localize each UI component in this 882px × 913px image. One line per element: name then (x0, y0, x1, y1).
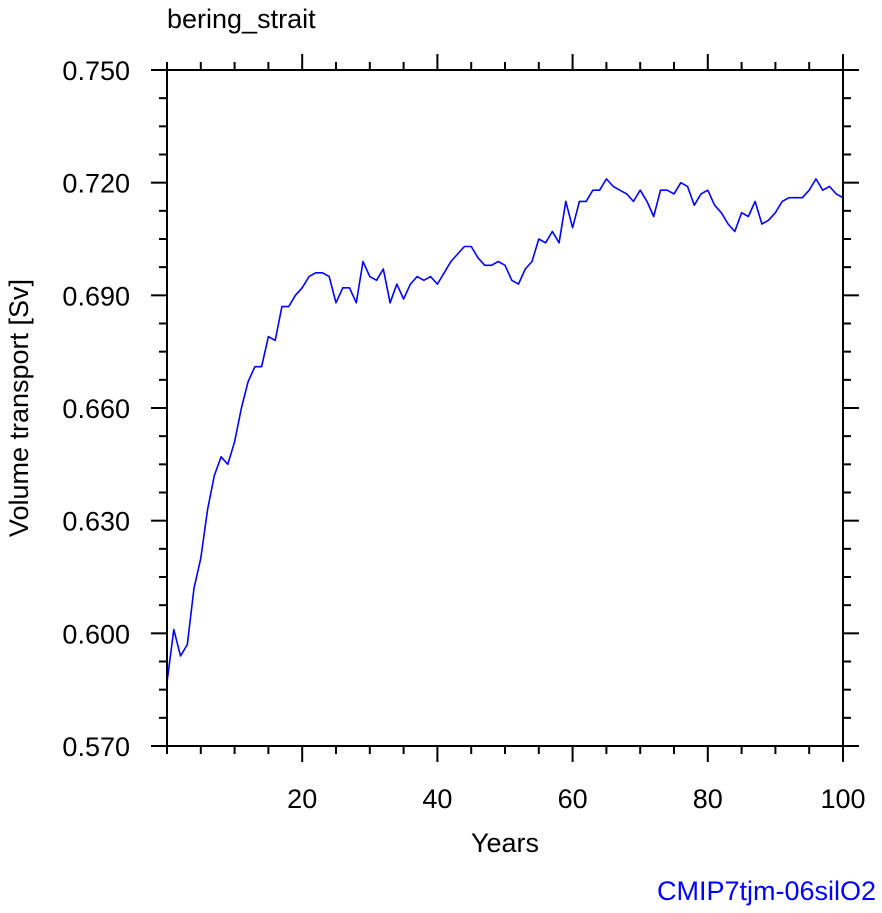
series-layer (166, 178, 844, 683)
y-tick-label: 0.630 (62, 507, 130, 537)
x-tick-label: 20 (287, 784, 317, 814)
y-tick-label: 0.690 (62, 281, 130, 311)
y-tick-labels: 0.570 0.600 0.630 0.660 0.690 0.720 0.750 (62, 56, 130, 762)
y-tick-label: 0.660 (62, 394, 130, 424)
plot-frame (166, 69, 844, 747)
y-tick-label: 0.720 (62, 169, 130, 199)
x-tick-label: 100 (820, 784, 865, 814)
x-tick-labels: 20 40 60 80 100 (287, 784, 865, 814)
chart-title: bering_strait (167, 4, 316, 34)
y-tick-label: 0.570 (62, 732, 130, 762)
x-axis-label: Years (471, 828, 539, 858)
run-id-label: CMIP7tjm-06silO2 (657, 876, 876, 906)
x-tick-label: 80 (693, 784, 723, 814)
y-axis-label: Volume transport [Sv] (4, 279, 34, 537)
series-line (166, 178, 844, 683)
y-tick-label: 0.750 (62, 56, 130, 86)
axis-ticks (151, 54, 859, 762)
y-tick-label: 0.600 (62, 619, 130, 649)
x-tick-label: 60 (558, 784, 588, 814)
x-tick-label: 40 (422, 784, 452, 814)
